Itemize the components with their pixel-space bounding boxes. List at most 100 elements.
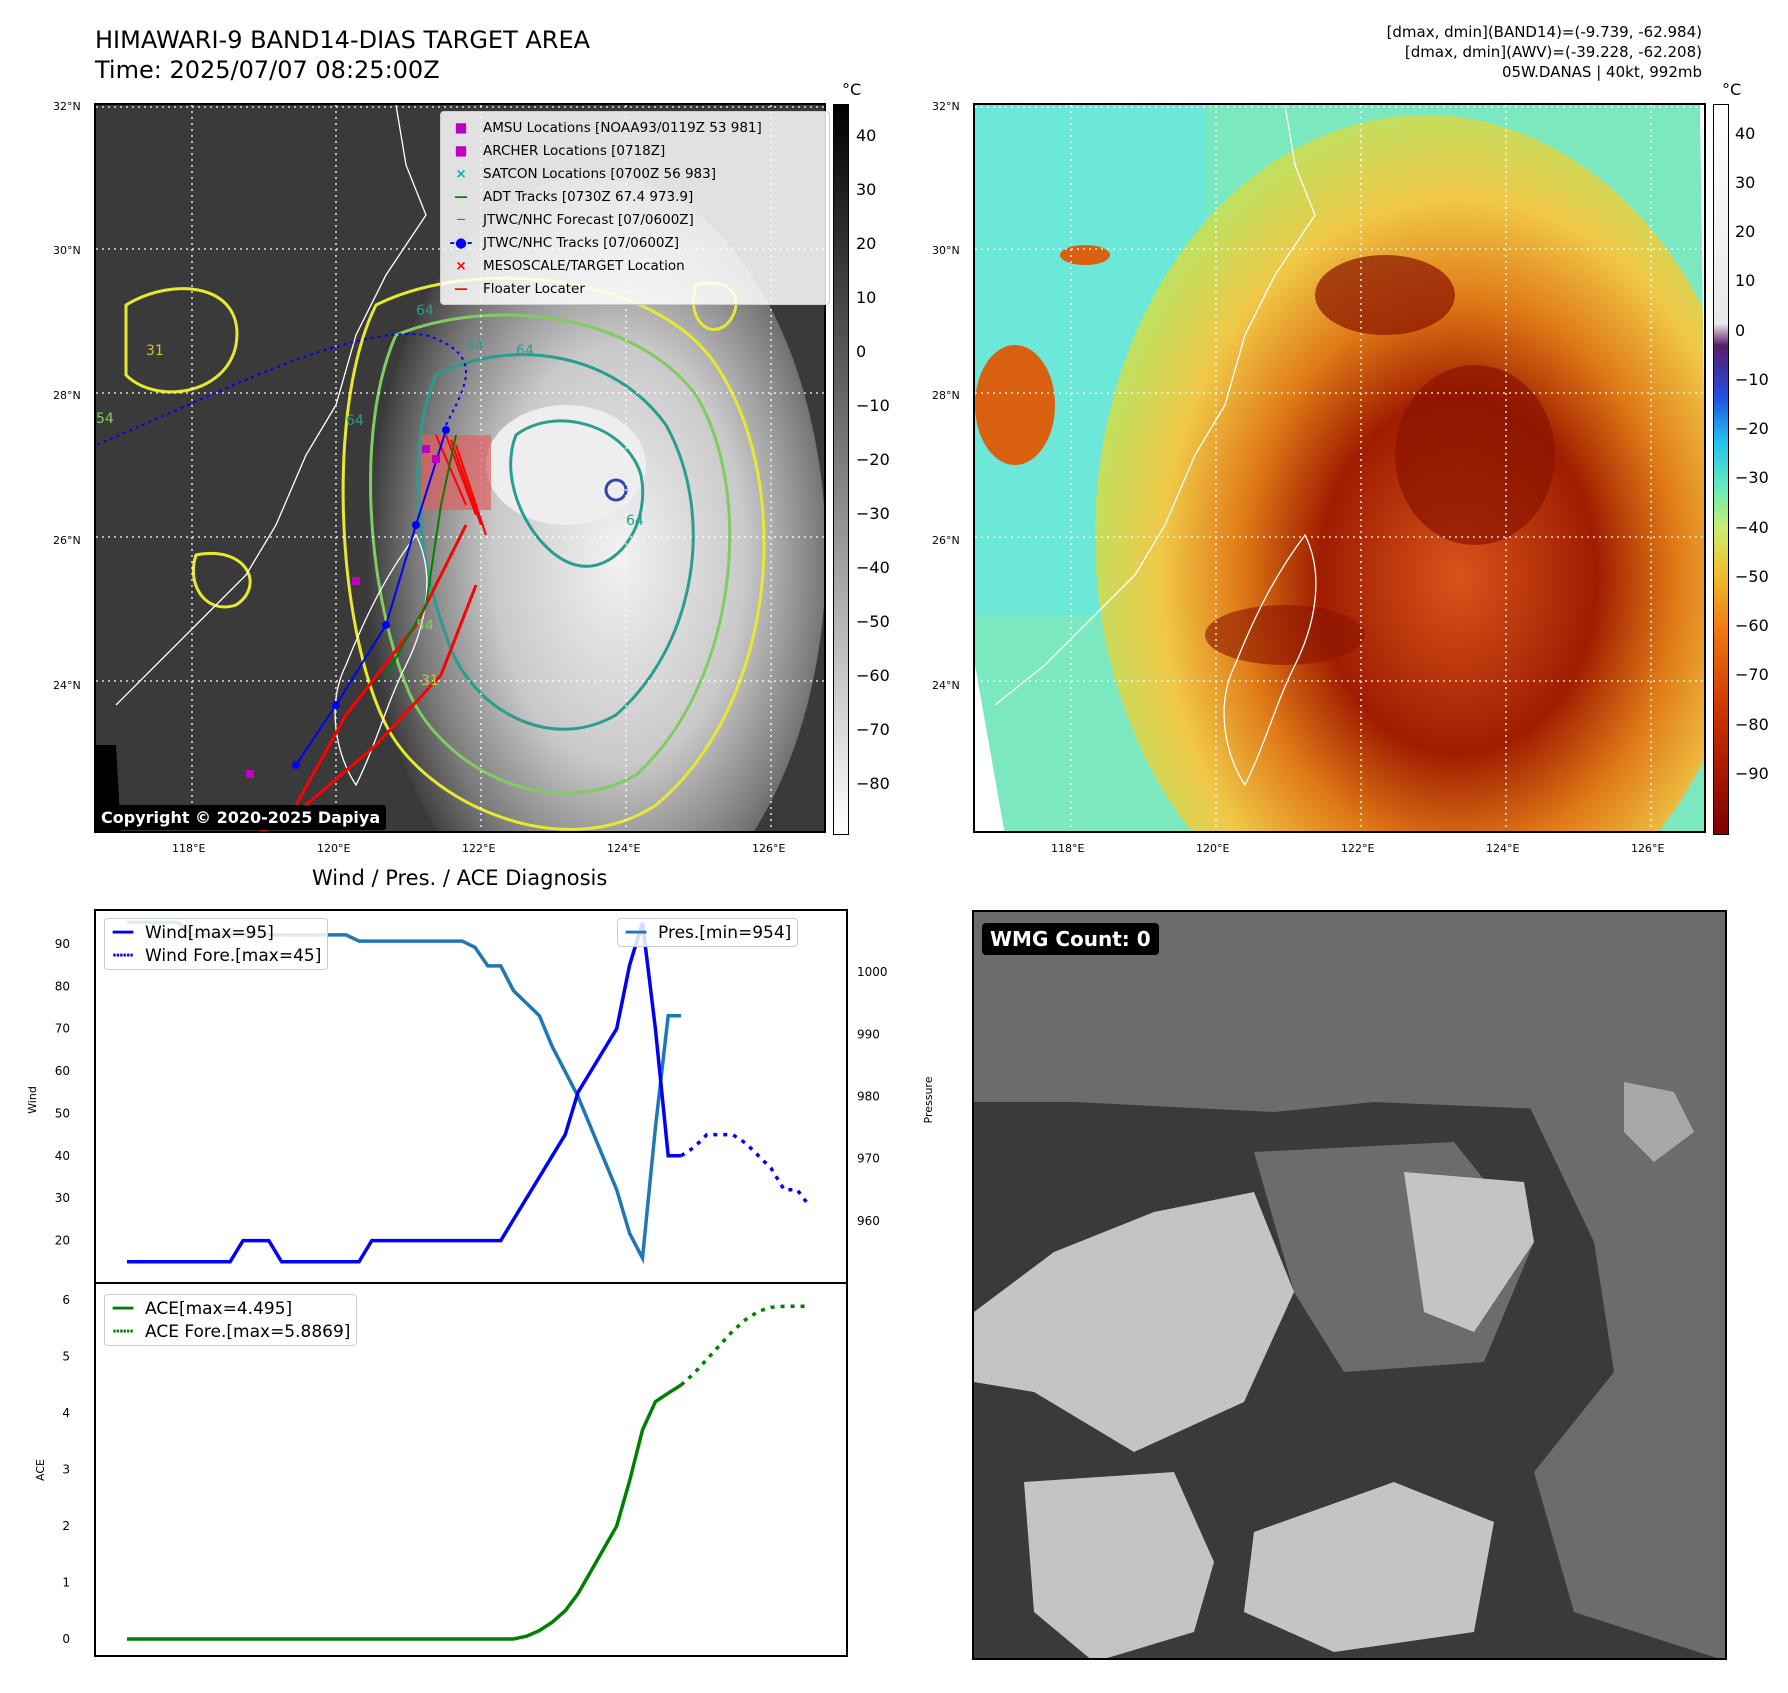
- awv-dark-band: [1205, 605, 1365, 665]
- legend-symbol: —: [454, 188, 468, 205]
- ace-ytick: 4: [62, 1406, 70, 1420]
- legend-label: JTWC/NHC Tracks [07/0600Z]: [483, 234, 680, 251]
- colorbar-tick: 0: [856, 342, 867, 362]
- ace-ytick: 3: [62, 1463, 70, 1477]
- ace-ytick: 0: [62, 1632, 70, 1646]
- colorbar-tick: −60: [1735, 616, 1769, 636]
- ace-ytick: 1: [62, 1576, 70, 1590]
- colorbar-tick: 40: [1735, 123, 1756, 143]
- legend-label: AMSU Locations [NOAA93/0119Z 53 981]: [483, 119, 762, 136]
- legend-symbol: ■: [454, 142, 468, 159]
- wind-forecast-series-line: [680, 1132, 812, 1208]
- pressure-ytick: 990: [857, 1027, 880, 1041]
- colorbar-tick: 20: [1735, 222, 1756, 242]
- map-legend-item: — ADT Tracks [0730Z 67.4 973.9]: [449, 185, 821, 208]
- legend-symbol: ■: [454, 119, 468, 136]
- colorbar-tick: −10: [856, 396, 890, 416]
- lon-label: 126°E: [1631, 842, 1665, 855]
- colorbar-tick: 20: [856, 234, 877, 254]
- awv-gridlines: [975, 105, 1704, 831]
- coastline-china: [115, 105, 427, 706]
- ir-coastlines: [115, 105, 428, 787]
- diagnosis-title: Wind / Pres. / ACE Diagnosis: [312, 866, 608, 890]
- ace-ytick: 5: [62, 1349, 70, 1363]
- wind-legend: ━━ Wind[max=95] ┅┅ Wind Fore.[max=45]: [104, 918, 329, 970]
- colorbar-tick: −30: [1735, 468, 1769, 488]
- colorbar-tick: −40: [856, 558, 890, 578]
- ace-ylabel: ACE: [34, 1459, 47, 1481]
- colorbar-tick: 0: [1735, 320, 1746, 340]
- colorbar-right: [1713, 104, 1729, 835]
- pressure-ytick: 960: [857, 1214, 880, 1228]
- wmg-region-gray: [1494, 1032, 1725, 1658]
- legend-label: JTWC/NHC Forecast [07/0600Z]: [483, 211, 694, 228]
- lat-label: 30°N: [932, 244, 960, 257]
- ace-yticks: 0 1 2 3 4 5 6: [62, 1293, 70, 1646]
- adt-track: [385, 434, 457, 676]
- legend-label: ADT Tracks [0730Z 67.4 973.9]: [483, 188, 694, 205]
- info-storm: 05W.DANAS | 40kt, 992mb: [1501, 63, 1702, 81]
- lon-label: 118°E: [172, 842, 206, 855]
- wind-ytick: 20: [55, 1234, 70, 1248]
- coastline-china: [994, 105, 1316, 706]
- legend-symbol: ┈: [456, 211, 466, 228]
- colorbar-tick: −70: [1735, 665, 1769, 685]
- jtwc-forecast: [96, 333, 467, 446]
- contour-label: 64: [626, 513, 644, 529]
- figure-title: HIMAWARI-9 BAND14-DIAS TARGET AREA: [95, 26, 591, 54]
- map-legend-item: -●- JTWC/NHC Tracks [07/0600Z]: [449, 231, 821, 254]
- floater-track-2: [294, 524, 468, 806]
- ir-contours: [124, 276, 766, 831]
- colorbar-tick: −80: [1735, 714, 1769, 734]
- map-legend-item: ┈ JTWC/NHC Forecast [07/0600Z]: [449, 208, 821, 231]
- colorbar-tick: −80: [856, 774, 890, 794]
- map-legend-item: × SATCON Locations [0700Z 56 983]: [449, 162, 821, 185]
- lon-label: 118°E: [1051, 842, 1085, 855]
- lat-label: 24°N: [53, 679, 81, 692]
- pressure-ytick: 970: [857, 1152, 880, 1166]
- series-group: [127, 920, 812, 1641]
- wmg-region-light: [1024, 1472, 1214, 1658]
- colorbar-tick: −90: [1735, 763, 1769, 783]
- colorbar-tick: 40: [856, 126, 877, 146]
- colorbar-left: [833, 104, 849, 835]
- awv-patch: [975, 345, 1055, 465]
- contour-label: 64: [466, 338, 484, 354]
- colorbar-tick: −40: [1735, 517, 1769, 537]
- map-legend-item: ■ AMSU Locations [NOAA93/0119Z 53 981]: [449, 116, 821, 139]
- colorbar-tick: −50: [856, 612, 890, 632]
- ace-series-line: [127, 1383, 683, 1641]
- lon-label: 122°E: [1341, 842, 1375, 855]
- lat-label: 32°N: [53, 100, 81, 113]
- wind-ytick: 40: [55, 1149, 70, 1163]
- legend-symbol: -●-: [449, 234, 473, 251]
- map-legend-item: — Floater Locater: [449, 277, 821, 300]
- wind-ytick: 50: [55, 1106, 70, 1120]
- wind-ytick: 80: [55, 979, 70, 993]
- legend-symbol: ×: [455, 257, 467, 274]
- lat-label: 28°N: [932, 389, 960, 402]
- contour-label: 64: [346, 413, 364, 429]
- colorbar-tick: −50: [1735, 566, 1769, 586]
- contour-label: 31: [146, 343, 164, 359]
- awv-map-panel: [973, 103, 1706, 833]
- diagnosis-chart: 20 30 40 50 60 70 80 90 960 970 980 990 1000 0 1 2 3 4 5…: [26, 909, 935, 1657]
- contour-31-sw: [191, 552, 252, 609]
- lat-label: 26°N: [53, 534, 81, 547]
- lat-label: 30°N: [53, 244, 81, 257]
- legend-symbol: —: [454, 280, 468, 297]
- awv-nodata-right: [1675, 105, 1704, 397]
- pressure-ytick: 1000: [857, 965, 888, 979]
- wind-ytick: 30: [55, 1191, 70, 1205]
- wmg-region-mid: [1624, 1082, 1694, 1162]
- wmg-region-light: [974, 1192, 1294, 1452]
- lat-label: 26°N: [932, 534, 960, 547]
- coastline-taiwan: [334, 533, 428, 787]
- jtwc-track-points: [292, 426, 450, 769]
- contour-31-west: [124, 287, 239, 394]
- ace-legend: ━━ ACE[max=4.495] ┅┅ ACE Fore.[max=5.8869]: [104, 1294, 358, 1346]
- colorbar-tick: −30: [856, 504, 890, 524]
- colorbar-tick: −20: [856, 450, 890, 470]
- colorbar-tick: 10: [856, 288, 877, 308]
- pressure-yticks: 960 970 980 990 1000: [857, 965, 888, 1228]
